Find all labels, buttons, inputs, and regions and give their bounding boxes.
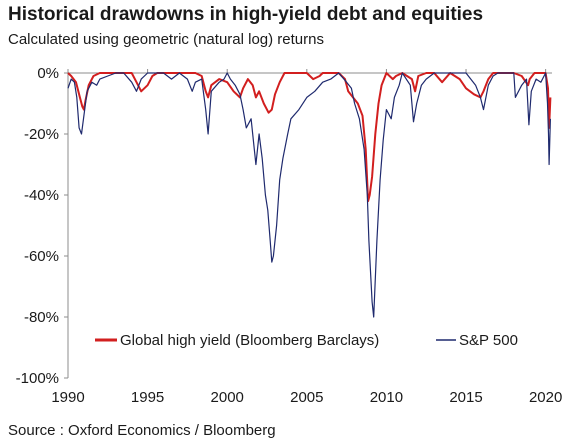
legend: Global high yield (Bloomberg Barclays) S&…	[95, 332, 518, 349]
legend-label-1: S&P 500	[459, 332, 518, 349]
x-tick-label: 2020	[529, 389, 562, 406]
chart-subtitle: Calculated using geometric (natural log)…	[8, 31, 324, 48]
y-tick-label: -60%	[24, 248, 59, 265]
legend-label-0: Global high yield (Bloomberg Barclays)	[120, 332, 379, 349]
y-tick-label: -40%	[24, 187, 59, 204]
series-line-1	[67, 72, 551, 318]
x-tick-label: 2000	[211, 389, 244, 406]
x-tick-label: 2010	[370, 389, 403, 406]
x-tick-label: 2005	[290, 389, 323, 406]
series-line-0	[67, 72, 552, 203]
x-tick-label: 2015	[449, 389, 482, 406]
chart-title: Historical drawdowns in high-yield debt …	[8, 4, 484, 25]
y-tick-label: -20%	[24, 126, 59, 143]
x-tick-label: 1990	[51, 389, 84, 406]
y-tick-label: -80%	[24, 309, 59, 326]
source-note: Source : Oxford Economics / Bloomberg	[8, 422, 276, 439]
y-tick-label: -100%	[16, 370, 59, 387]
x-tick-label: 1995	[131, 389, 164, 406]
y-tick-label: 0%	[37, 65, 59, 82]
plot-area: 0% -20% -40% -60% -80% -100% 1990 1995 2000 2005 2…	[16, 65, 563, 406]
